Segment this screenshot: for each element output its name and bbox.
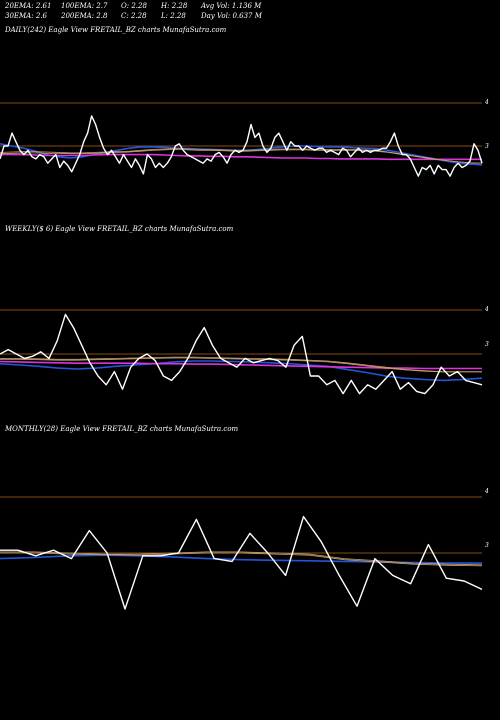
weekly-ema-line-4 [0,357,482,373]
ema100-stat: 100EMA: 2.7 [61,2,108,10]
monthly-panel-title: MONTHLY(28) Eagle View FRETAIL_BZ charts… [5,425,239,433]
low-stat: L: 2.28 [161,12,186,20]
open-stat: O: 2.28 [121,2,147,10]
weekly-tick-label-4: 4 [484,306,489,313]
weekly-ema-line-3 [0,356,482,373]
day-vol-stat: Day Vol: 0.637 M [201,12,262,20]
high-stat: H: 2.28 [161,2,188,10]
ema200-stat: 200EMA: 2.8 [61,12,108,20]
ema20-stat: 20EMA: 2.61 [5,2,52,10]
ema30-stat: 30EMA: 2.6 [5,12,47,20]
daily-tick-label-3: 3 [485,143,489,150]
daily-ema-line-1 [0,143,483,166]
weekly-ema-line-1 [0,360,483,382]
daily-ema-line-2 [0,153,482,161]
monthly-panel: 43 [0,488,489,610]
monthly-tick-label-3: 3 [485,542,489,549]
daily-panel: 43 [0,99,489,177]
monthly-price-line [0,515,483,610]
weekly-tick-label-3: 3 [485,341,489,348]
monthly-ema-line-2 [0,551,483,566]
weekly-panel: 43 [0,306,489,395]
weekly-panel-title: WEEKLY($ 6) Eagle View FRETAIL_BZ charts… [5,225,234,233]
avg-vol-stat: Avg Vol: 1.136 M [201,2,262,10]
close-stat: C: 2.28 [121,12,147,20]
monthly-ema-line-3 [0,552,483,567]
daily-price-line [0,115,483,177]
monthly-tick-label-4: 4 [484,488,489,495]
daily-tick-label-4: 4 [484,99,489,106]
weekly-price-line [0,313,483,395]
daily-panel-title: DAILY(242) Eagle View FRETAIL_BZ charts … [5,26,227,34]
weekly-ema-line-2 [0,360,482,370]
